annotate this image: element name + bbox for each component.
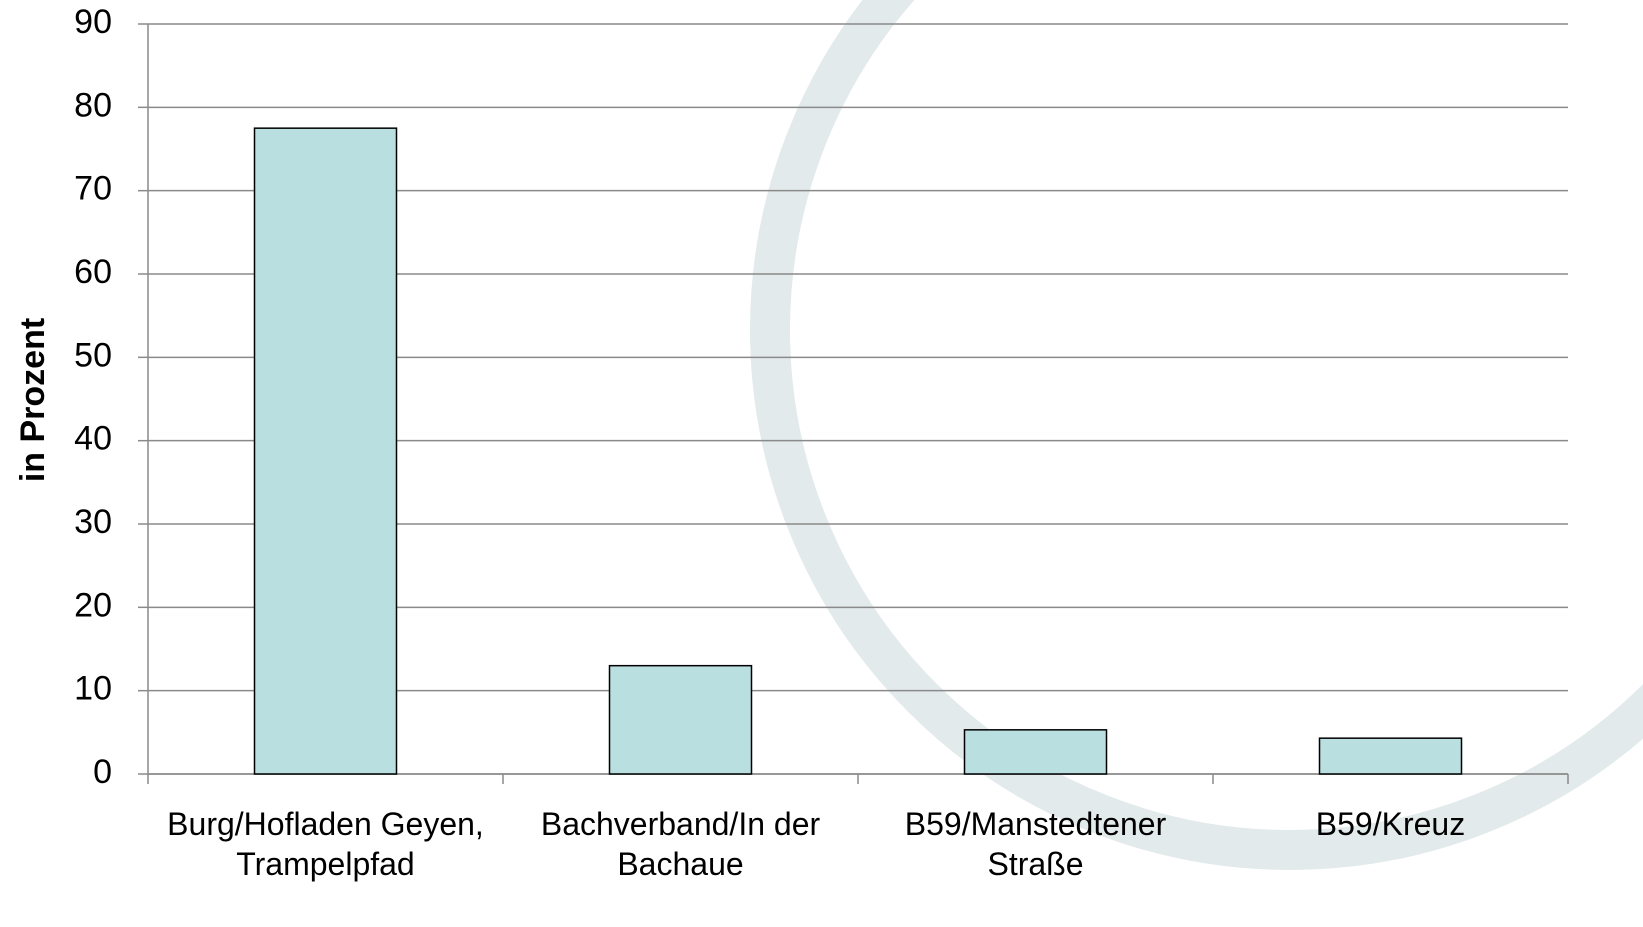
bar [608, 664, 753, 775]
x-tick-label-box: B59/Manstedtener Straße [904, 806, 1167, 882]
y-axis-label: in Prozent [14, 318, 52, 482]
y-tick-label: 80 [74, 86, 112, 124]
y-tick-label: 40 [74, 420, 112, 458]
y-tick-label: 60 [74, 253, 112, 291]
x-tick-label: B59/Kreuz [1315, 806, 1466, 842]
y-tick-label: 10 [74, 670, 112, 708]
x-tick-label: B59/Manstedtener Straße [904, 806, 1167, 882]
x-tick-label: Burg/Hofladen Geyen, Trampelpfad [167, 806, 484, 882]
watermark [750, 0, 1643, 870]
x-tick-label-box: Bachverband/In der Bachaue [540, 806, 821, 882]
bar [963, 729, 1108, 775]
y-tick-label: 70 [74, 170, 112, 208]
y-tick-label: 50 [74, 336, 112, 374]
y-tick-label: 90 [74, 3, 112, 41]
y-tick-label: 0 [93, 753, 112, 791]
y-tick-label: 20 [74, 586, 112, 624]
x-tick-label: Bachverband/In der Bachaue [540, 806, 821, 882]
x-tick-label-box: B59/Kreuz [1315, 806, 1466, 842]
bar [1318, 737, 1463, 775]
x-tick-label-box: Burg/Hofladen Geyen, Trampelpfad [167, 806, 484, 882]
y-tick-label: 30 [74, 503, 112, 541]
bar [253, 127, 398, 775]
